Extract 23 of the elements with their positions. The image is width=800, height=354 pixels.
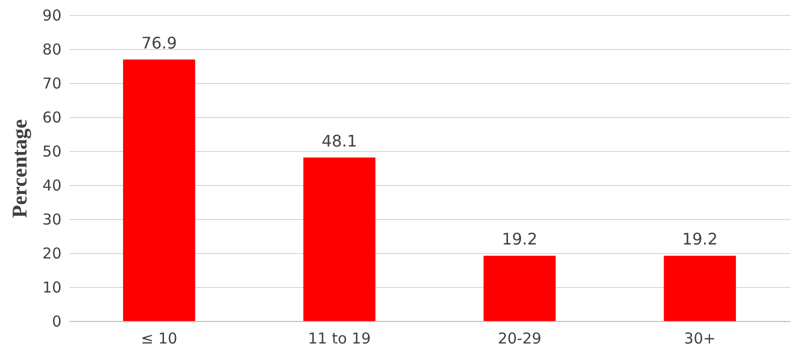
data-label: 19.2 — [682, 230, 718, 249]
y-tick-label: 90 — [42, 6, 62, 24]
bar — [303, 157, 376, 321]
x-tick-label: 11 to 19 — [308, 330, 371, 348]
y-tick-label: 0 — [52, 312, 62, 330]
y-tick-label: 80 — [42, 40, 62, 58]
y-tick-label: 60 — [42, 108, 62, 126]
x-tick-label: 20-29 — [498, 330, 542, 348]
y-tick-label: 10 — [42, 278, 62, 296]
y-tick-label: 70 — [42, 74, 62, 92]
y-tick-label: 30 — [42, 210, 62, 228]
data-label: 76.9 — [141, 34, 177, 53]
bar — [123, 60, 196, 321]
y-axis-title: Percentage — [7, 119, 32, 218]
bar — [484, 256, 556, 321]
bar — [664, 256, 736, 321]
data-label: 48.1 — [322, 131, 358, 150]
data-label: 19.2 — [502, 230, 538, 249]
y-tick-label: 40 — [42, 176, 62, 194]
x-tick-label: 30+ — [684, 330, 716, 348]
y-tick-label: 20 — [42, 244, 62, 262]
y-tick-label: 50 — [42, 142, 62, 160]
x-tick-label: ≤ 10 — [140, 330, 178, 348]
